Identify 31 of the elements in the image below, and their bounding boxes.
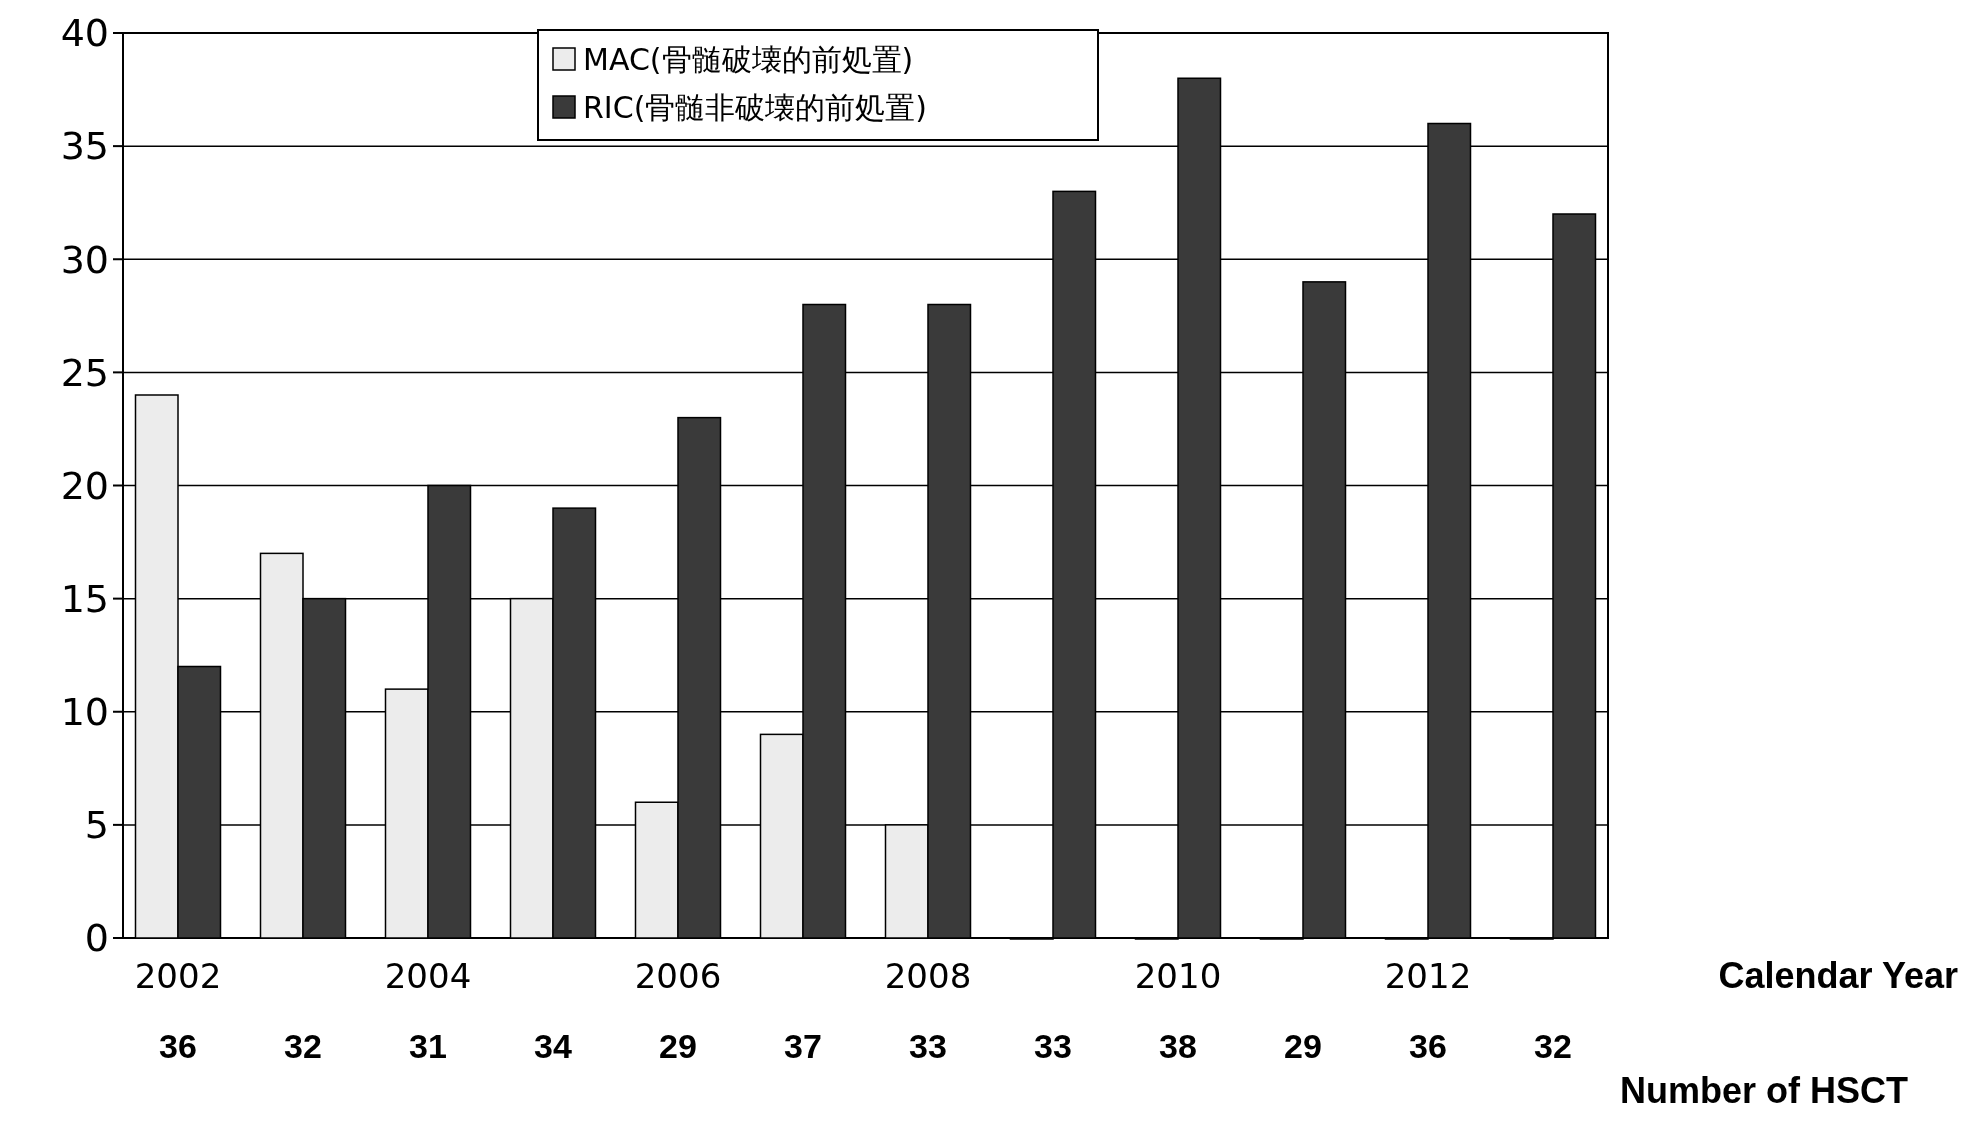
- legend-label: MAC(骨髄破壊的前処置): [583, 41, 914, 77]
- total-label: 33: [909, 1027, 947, 1065]
- y-tick-label: 20: [60, 463, 109, 508]
- x-tick-label: 2004: [384, 956, 472, 996]
- y-tick-label: 35: [60, 124, 109, 169]
- legend-label: RIC(骨髄非破壊的前処置): [583, 89, 928, 125]
- x-tick-label: 2008: [884, 956, 972, 996]
- y-tick-label: 15: [60, 576, 109, 621]
- y-tick-label: 25: [60, 350, 109, 395]
- total-label: 37: [784, 1027, 822, 1065]
- y-tick-label: 30: [60, 237, 109, 282]
- total-label: 33: [1034, 1027, 1072, 1065]
- y-tick-label: 5: [84, 803, 109, 848]
- total-label: 32: [284, 1027, 322, 1065]
- x-tick-label: 2002: [134, 956, 222, 996]
- total-label: 29: [659, 1027, 697, 1065]
- total-label: 34: [534, 1027, 572, 1065]
- x-axis-title: Calendar Year: [1718, 955, 1958, 996]
- x-tick-label: 2010: [1134, 956, 1222, 996]
- y-tick-label: 0: [84, 916, 109, 961]
- text: Number of HSCT: [1620, 1070, 1909, 1111]
- total-label: 36: [1409, 1027, 1447, 1065]
- y-tick-label: 40: [60, 11, 109, 56]
- total-label: 29: [1284, 1027, 1322, 1065]
- total-label: 38: [1159, 1027, 1197, 1065]
- x-tick-label: 2006: [634, 956, 722, 996]
- y-tick-label: 10: [60, 690, 109, 735]
- x-tick-label: 2012: [1384, 956, 1472, 996]
- total-label: 32: [1534, 1027, 1572, 1065]
- total-label: 36: [159, 1027, 197, 1065]
- total-label: 31: [409, 1027, 447, 1065]
